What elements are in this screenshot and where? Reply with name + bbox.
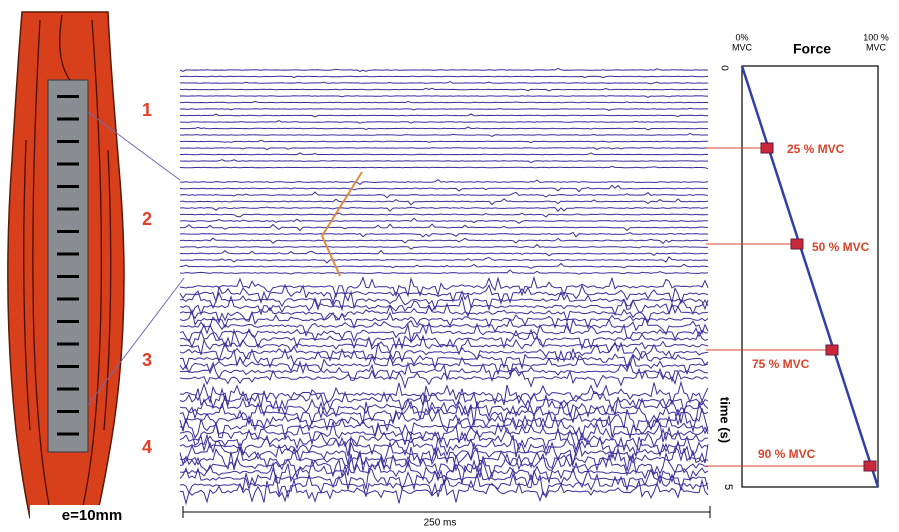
trace [180, 133, 708, 136]
time-tick: 5 [722, 484, 734, 490]
contact [57, 95, 79, 98]
emg-traces [180, 68, 708, 503]
trace [180, 263, 708, 268]
trace [180, 88, 708, 91]
level-marker [864, 461, 876, 471]
contact [57, 343, 79, 346]
trace [180, 101, 708, 103]
trace [180, 160, 708, 163]
level-label: 50 % MVC [812, 240, 870, 254]
contact [57, 388, 79, 391]
header: 100 % [863, 32, 889, 42]
trace [180, 121, 708, 124]
level-label: 25 % MVC [787, 142, 845, 156]
trace [180, 278, 708, 297]
contact [57, 118, 79, 121]
contact [57, 365, 79, 368]
contact [57, 230, 79, 233]
scale-label: 250 ms [424, 518, 457, 527]
segment-label: 1 [142, 100, 152, 120]
trace [180, 238, 708, 243]
contact [57, 298, 79, 301]
trace [180, 192, 708, 198]
level-label: 90 % MVC [758, 447, 816, 461]
trace [180, 127, 708, 130]
time-label: time (s) [718, 397, 733, 443]
trace [180, 82, 708, 84]
trace [180, 185, 708, 191]
trace [180, 199, 708, 205]
trace [180, 408, 708, 432]
trace [180, 257, 708, 263]
figure: 1 2 3 4 e=10mm 250 ms 0% MVC Force 100 %… [0, 0, 899, 527]
trace [180, 245, 708, 250]
contact [57, 208, 79, 211]
contact [57, 320, 79, 323]
trace [180, 207, 708, 211]
force-ramp [742, 66, 878, 487]
force-title: Force [793, 41, 831, 57]
trace [180, 153, 708, 155]
level-marker [791, 239, 803, 249]
contact [57, 185, 79, 188]
trace [180, 270, 708, 274]
segment-label: 3 [142, 350, 152, 370]
time-tick: 0 [718, 65, 729, 71]
spacing-label: e=10mm [62, 507, 122, 524]
trace [180, 180, 708, 185]
trace [180, 232, 708, 237]
contact [57, 253, 79, 256]
trace [180, 251, 708, 256]
header: 0% [735, 32, 748, 42]
trace [180, 140, 708, 142]
level-label: 75 % MVC [752, 357, 810, 371]
header: MVC [866, 42, 887, 52]
header: MVC [732, 42, 753, 52]
trace [180, 76, 708, 77]
contact [57, 433, 79, 436]
segment-label: 2 [142, 209, 152, 229]
trace [180, 148, 708, 150]
trace [180, 108, 708, 110]
trace [180, 218, 708, 223]
contact [57, 163, 79, 166]
contact [57, 410, 79, 413]
electrode-array [48, 80, 88, 452]
trace [180, 68, 708, 71]
trace [180, 447, 708, 471]
segment-label: 4 [142, 437, 152, 457]
trace [180, 224, 708, 230]
contact [57, 275, 79, 278]
level-marker [761, 143, 773, 153]
trace [180, 166, 708, 168]
trace [180, 213, 708, 217]
level-marker [826, 345, 838, 355]
contact [57, 140, 79, 143]
trace [180, 96, 708, 98]
trace [180, 114, 708, 117]
